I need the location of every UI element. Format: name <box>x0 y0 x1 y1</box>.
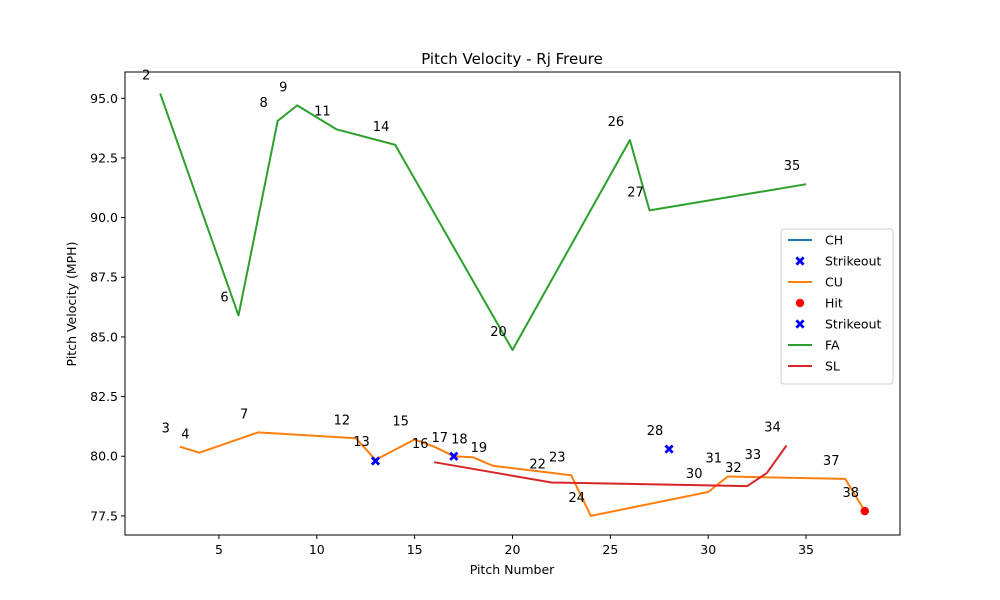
pitch-number-label: 3 <box>162 422 170 437</box>
pitch-number-label: 17 <box>432 431 449 446</box>
y-tick-label: 90.0 <box>90 210 118 225</box>
y-axis: 77.5 80.0 82.5 85.0 87.5 90.0 92.5 95.0 <box>90 91 125 523</box>
legend-label: Strikeout <box>825 317 882 332</box>
legend-label: CH <box>825 233 843 248</box>
x-tick-label: 15 <box>407 542 423 557</box>
legend-label: Strikeout <box>825 254 882 269</box>
pitch-number-label: 35 <box>784 159 801 174</box>
series-line-cu <box>179 431 866 517</box>
legend-swatch-strikeout <box>795 256 805 266</box>
y-tick-label: 92.5 <box>90 150 118 165</box>
y-tick-label: 82.5 <box>90 389 118 404</box>
legend-label: Hit <box>825 296 843 311</box>
legend: CH Strikeout CU Hit Strikeout FA SL <box>780 228 894 385</box>
pitch-number-label: 12 <box>334 413 351 428</box>
pitch-number-label: 4 <box>181 428 189 443</box>
pitch-number-label: 37 <box>823 454 840 469</box>
pitch-number-label: 15 <box>392 415 409 430</box>
x-tick-label: 25 <box>602 542 618 557</box>
pitch-number-label: 11 <box>314 104 331 119</box>
series-line-sl <box>434 444 788 488</box>
y-tick-label: 95.0 <box>90 91 118 106</box>
pitch-number-label: 6 <box>220 290 228 305</box>
strikeout-marker <box>449 451 459 461</box>
x-axis-label: Pitch Number <box>470 562 555 577</box>
legend-label: SL <box>825 359 840 374</box>
pitch-number-label: 14 <box>373 120 390 135</box>
pitch-number-label: 18 <box>451 432 468 447</box>
x-tick-label: 35 <box>798 542 814 557</box>
pitch-number-label: 31 <box>706 452 723 467</box>
pitch-number-label: 2 <box>142 68 150 83</box>
pitch-number-label: 13 <box>353 435 370 450</box>
pitch-number-label: 7 <box>240 407 248 422</box>
pitch-number-label: 26 <box>608 115 625 130</box>
x-tick-label: 5 <box>215 542 223 557</box>
legend-swatch-strikeout <box>795 319 805 329</box>
pitch-number-label: 8 <box>260 96 268 111</box>
strikeout-marker <box>370 456 381 466</box>
y-tick-label: 80.0 <box>90 449 118 464</box>
hit-marker <box>860 506 869 516</box>
strikeout-marker <box>664 444 674 454</box>
pitch-number-label: 19 <box>471 441 488 456</box>
pitch-number-label: 33 <box>745 448 762 463</box>
legend-label: FA <box>825 338 840 353</box>
x-tick-label: 20 <box>505 542 521 557</box>
series-line-fa <box>159 93 807 351</box>
pitch-number-label: 30 <box>686 467 703 482</box>
y-tick-label: 85.0 <box>90 329 118 344</box>
pitch-number-label: 16 <box>412 437 429 452</box>
x-tick-label: 10 <box>309 542 325 557</box>
x-axis: 5 10 15 20 25 30 35 <box>215 535 814 557</box>
chart-title: Pitch Velocity - Rj Freure <box>421 50 603 68</box>
pitch-number-label: 28 <box>647 424 664 439</box>
pitch-number-label: 23 <box>549 450 566 465</box>
y-axis-label: Pitch Velocity (MPH) <box>64 242 79 367</box>
pitch-number-label: 38 <box>842 486 859 501</box>
pitch-number-label: 22 <box>529 457 546 472</box>
pitch-number-label: 34 <box>764 421 781 436</box>
legend-label: CU <box>825 275 843 290</box>
pitch-number-label: 27 <box>627 185 644 200</box>
pitch-number-label: 24 <box>569 491 586 506</box>
pitch-number-label: 9 <box>279 80 287 95</box>
legend-swatch-hit <box>795 298 805 308</box>
y-tick-label: 77.5 <box>90 508 118 523</box>
pitch-number-label: 20 <box>490 325 507 340</box>
y-tick-label: 87.5 <box>90 270 118 285</box>
x-tick-label: 30 <box>700 542 716 557</box>
pitch-number-label: 32 <box>725 461 742 476</box>
